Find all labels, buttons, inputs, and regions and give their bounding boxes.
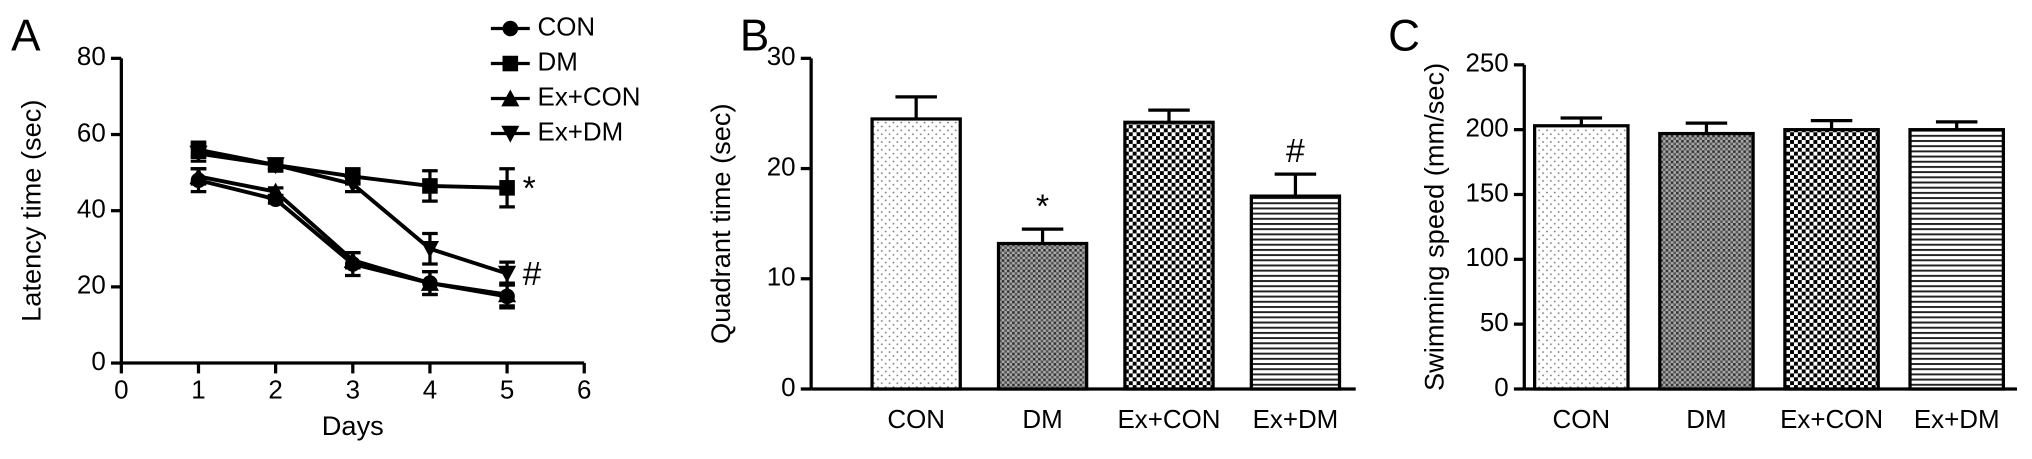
panel-label: C <box>1388 12 1420 61</box>
marker <box>498 285 517 303</box>
legend-label: Ex+DM <box>538 118 624 146</box>
legend-label: DM <box>538 48 578 76</box>
legend-marker <box>501 89 520 107</box>
y-tick-label: 20 <box>767 153 796 181</box>
bar <box>1249 194 1342 391</box>
marker <box>189 167 208 185</box>
x-tick-label: CON <box>887 406 945 434</box>
x-tick-label: Ex+CON <box>1780 406 1883 434</box>
y-axis-label: Swimming speed (mm/sec) <box>1418 63 1449 391</box>
error-bar <box>1685 121 1728 134</box>
bar <box>996 241 1089 391</box>
y-tick-label: 60 <box>77 119 106 147</box>
marker <box>499 180 515 196</box>
y-tick-label: 20 <box>77 272 106 300</box>
error-bar <box>1274 172 1317 197</box>
panel-label: A <box>11 12 41 61</box>
x-tick-label: DM <box>1022 406 1062 434</box>
marker <box>189 145 208 163</box>
annotation: * <box>523 169 536 207</box>
x-tick-label: 0 <box>114 376 128 404</box>
marker <box>266 182 285 200</box>
error-bar <box>1148 108 1190 123</box>
marker <box>420 241 440 258</box>
y-tick-label: 100 <box>1465 244 1508 272</box>
y-axis-label: Quadrant time (sec) <box>705 103 736 344</box>
x-tick-label: 5 <box>500 376 514 404</box>
x-tick-label: 6 <box>577 376 591 404</box>
x-tick-label: 4 <box>423 376 437 404</box>
bar <box>1783 128 1880 391</box>
x-tick-label: Ex+DM <box>1914 406 2000 434</box>
y-axis-label: Latency time (sec) <box>15 100 46 322</box>
legend-marker <box>501 125 520 143</box>
legend-marker <box>502 20 519 37</box>
x-tick-label: Ex+CON <box>1118 406 1221 434</box>
marker <box>420 273 440 291</box>
x-tick-label: CON <box>1553 406 1611 434</box>
y-tick-label: 50 <box>1480 309 1509 337</box>
x-tick-label: DM <box>1686 406 1726 434</box>
legend-label: CON <box>538 13 596 41</box>
x-axis-label: Days <box>322 410 384 441</box>
y-tick-label: 40 <box>77 196 106 224</box>
marker <box>343 251 362 268</box>
bar <box>1123 120 1215 391</box>
x-tick-label: 3 <box>346 376 360 404</box>
series-line <box>198 178 508 299</box>
annotation: # <box>1286 132 1305 170</box>
bar <box>1908 128 2005 391</box>
marker <box>422 178 438 194</box>
y-tick-label: 250 <box>1465 50 1508 78</box>
error-bar <box>895 95 937 119</box>
y-tick-label: 30 <box>767 43 796 71</box>
legend-label: Ex+CON <box>538 83 641 111</box>
y-tick-label: 0 <box>781 374 795 402</box>
y-tick-label: 200 <box>1465 115 1508 143</box>
y-tick-label: 80 <box>77 43 106 71</box>
x-tick-label: 2 <box>268 376 282 404</box>
error-bar <box>1021 227 1064 244</box>
marker <box>343 176 362 194</box>
legend-marker <box>502 55 519 72</box>
x-tick-label: Ex+DM <box>1253 406 1339 434</box>
panel-label: B <box>740 12 769 61</box>
y-tick-label: 10 <box>767 264 796 292</box>
annotation: * <box>1036 187 1049 225</box>
marker <box>266 157 285 175</box>
annotation: # <box>523 255 542 293</box>
bar <box>1533 124 1630 391</box>
y-tick-label: 0 <box>1494 374 1508 402</box>
bar <box>870 117 962 391</box>
bar <box>1658 131 1755 391</box>
y-tick-label: 0 <box>91 348 105 376</box>
y-tick-label: 150 <box>1465 179 1508 207</box>
x-tick-label: 1 <box>191 376 205 404</box>
marker <box>498 265 517 283</box>
